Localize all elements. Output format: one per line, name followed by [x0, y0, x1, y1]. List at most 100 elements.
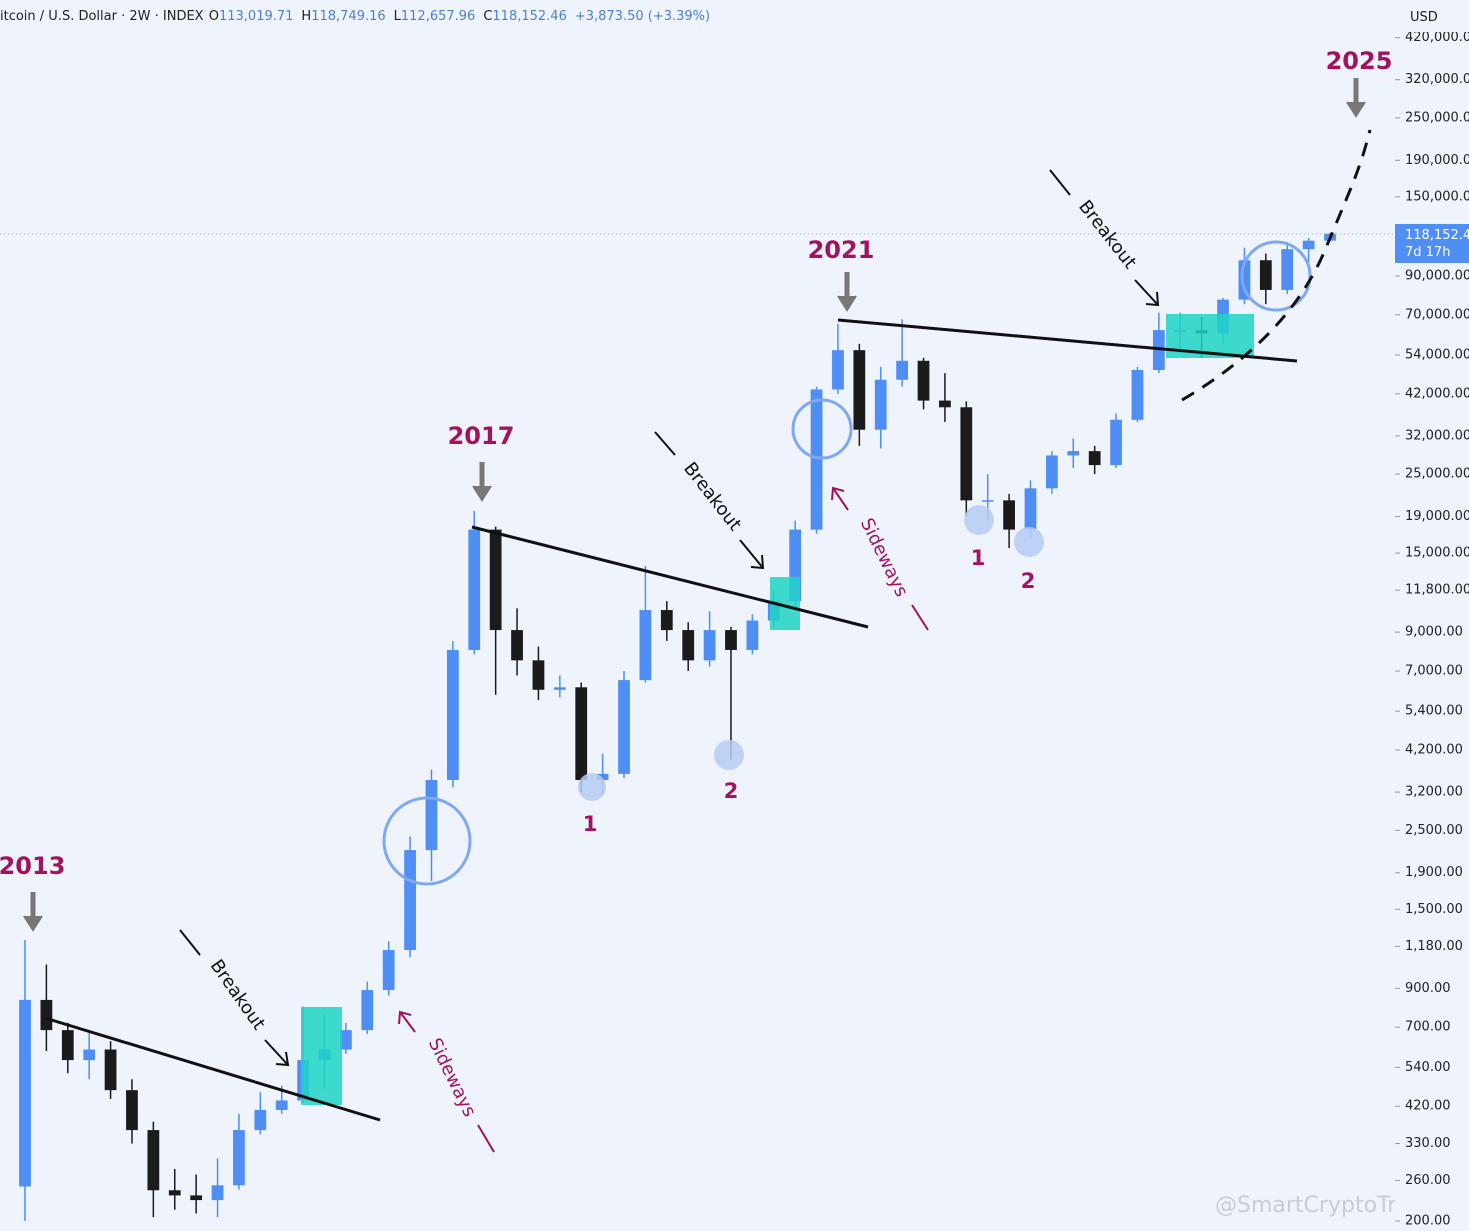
y-tick-label: 900.00 — [1405, 981, 1451, 996]
highlight-circle — [791, 398, 853, 460]
bottom-label: 1 — [971, 546, 986, 570]
highlight-circle — [382, 796, 472, 886]
y-tick-label: 11,800.00 — [1405, 583, 1469, 598]
drawings — [23, 78, 1372, 1153]
y-tick-label: 190,000.0 — [1405, 153, 1469, 168]
y-tick-label: 150,000.0 — [1405, 189, 1469, 204]
trend-line — [44, 1016, 381, 1122]
candle-body — [981, 500, 994, 502]
breakout-box — [301, 1007, 342, 1105]
year-label: 2017 — [448, 422, 515, 450]
change-value: +3,873.50 (+3.39%) — [575, 9, 710, 24]
candle-body — [1259, 260, 1272, 290]
candle-body — [233, 1130, 245, 1186]
candle-body — [511, 630, 523, 661]
candle-body — [1003, 500, 1015, 530]
y-tick-label: 1,500.00 — [1405, 902, 1463, 917]
candle-body — [960, 407, 973, 501]
y-tick-label: 15,000.00 — [1405, 546, 1469, 561]
trend-line — [471, 525, 869, 629]
high-label: H — [301, 9, 311, 24]
y-tick-label: 54,000.00 — [1405, 347, 1469, 362]
y-tick-label: 4,200.00 — [1405, 743, 1463, 758]
candle-body — [1281, 249, 1294, 290]
candle-body — [190, 1195, 203, 1201]
y-tick-label: 700.00 — [1405, 1020, 1451, 1035]
candle-body — [446, 649, 459, 781]
candle-body — [1046, 455, 1058, 489]
close-value: 118,152.46 — [492, 9, 566, 24]
y-tick-label: 1,900.00 — [1405, 865, 1463, 880]
candle-body — [725, 630, 737, 650]
y-tick-label: 32,000.00 — [1405, 428, 1469, 443]
candle-body — [682, 630, 695, 661]
candle-body — [489, 529, 502, 631]
candle-body — [1238, 260, 1251, 300]
candle-body — [147, 1130, 160, 1191]
countdown: 7d 17h — [1405, 245, 1450, 260]
candle-body — [104, 1049, 117, 1091]
candle-body — [660, 610, 673, 631]
y-tick-label: 9,000.00 — [1405, 625, 1463, 640]
candle-body — [618, 680, 630, 774]
year-label: 2013 — [0, 852, 65, 880]
last-price-box — [1395, 224, 1469, 263]
open-value: 113,019.71 — [219, 9, 293, 24]
highlight-circle — [1240, 240, 1312, 312]
bottom-label: 2 — [1021, 569, 1036, 593]
candle-body — [746, 620, 759, 650]
candle-body — [789, 529, 802, 602]
symbol: itcoin / U.S. Dollar · 2W · INDEX — [0, 9, 204, 24]
y-tick-label: 320,000.0 — [1405, 72, 1469, 87]
y-tick-label: 1,180.00 — [1405, 939, 1463, 954]
currency: USD — [1410, 10, 1438, 25]
candle-body — [40, 999, 53, 1031]
y-tick-label: 200.00 — [1405, 1214, 1451, 1229]
bottom-label: 1 — [583, 812, 598, 836]
candle-body — [1131, 369, 1144, 420]
ohlc-header: itcoin / U.S. Dollar · 2W · INDEX O113,01… — [0, 9, 710, 24]
year-label: 2021 — [808, 236, 875, 264]
candle-body — [575, 687, 588, 781]
close-label: C — [483, 9, 492, 24]
y-tick-label: 5,400.00 — [1405, 704, 1463, 719]
candle-body — [361, 990, 374, 1031]
candle-body — [917, 360, 930, 401]
last-price: 118,152.4 — [1405, 228, 1469, 243]
y-tick-label: 90,000.00 — [1405, 268, 1469, 283]
candle-body — [1067, 451, 1080, 456]
y-tick-label: 42,000.00 — [1405, 386, 1469, 401]
candle-body — [275, 1100, 288, 1110]
candle-body — [19, 999, 31, 1187]
trend-line — [837, 318, 1298, 363]
candle-body — [1088, 451, 1101, 466]
candle-body — [404, 850, 416, 951]
axis-background — [1395, 0, 1469, 1231]
y-tick-label: 420,000.0 — [1405, 30, 1469, 45]
candle-body — [61, 1030, 74, 1061]
y-tick-label: 260.00 — [1405, 1173, 1451, 1188]
y-tick-label: 3,200.00 — [1405, 785, 1463, 800]
candle-body — [874, 379, 887, 430]
y-tick-label: 70,000.00 — [1405, 307, 1469, 322]
high-value: 118,749.16 — [311, 9, 385, 24]
open-label: O — [209, 9, 219, 24]
candle-body — [703, 630, 716, 661]
candle-body — [532, 660, 545, 690]
candle-body — [340, 1030, 352, 1050]
candle-body — [596, 773, 609, 781]
candle-body — [83, 1049, 96, 1061]
low-label: L — [394, 9, 402, 24]
y-tick-label: 330.00 — [1405, 1136, 1451, 1151]
sideways-arrows — [398, 486, 929, 1153]
candle-body — [211, 1185, 224, 1201]
year-label: 2025 — [1326, 47, 1393, 75]
bottom-dot — [714, 740, 744, 770]
y-tick-label: 250,000.0 — [1405, 110, 1469, 125]
bottom-label: 2 — [724, 779, 739, 803]
candle-body — [810, 389, 823, 530]
candle-body — [1302, 240, 1315, 250]
bottom-dot — [964, 505, 994, 535]
